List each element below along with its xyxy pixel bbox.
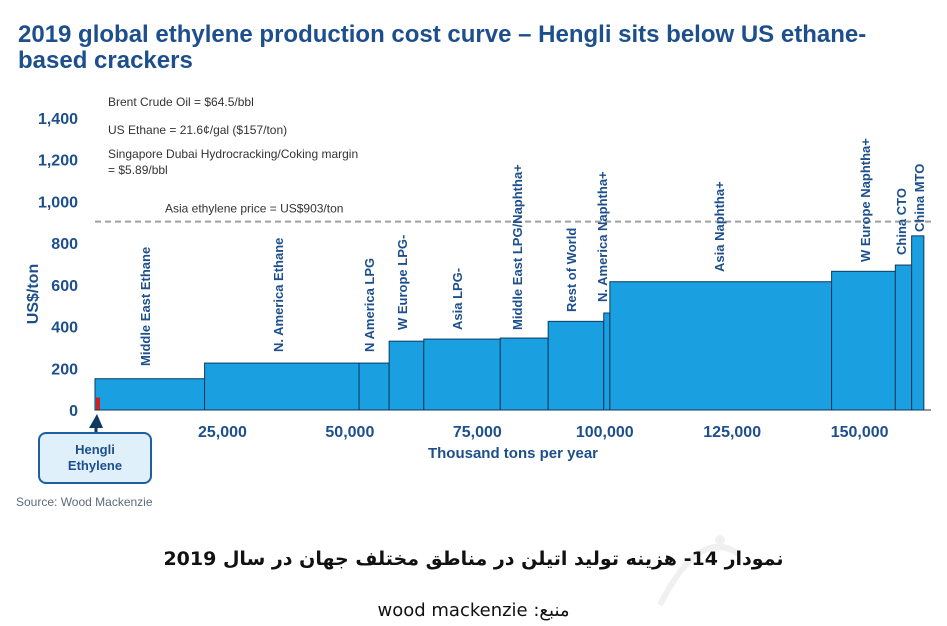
segment-label: China MTO: [912, 164, 927, 232]
x-tick-label: 25,000: [198, 424, 247, 441]
cost-bar: [499, 337, 549, 411]
x-tick-label: 150,000: [831, 424, 889, 441]
segment-label: Rest of World: [564, 228, 579, 312]
caption-number: 14-: [683, 548, 718, 570]
segment-label: N America LPG: [362, 258, 377, 352]
cost-bar: [911, 235, 925, 411]
source-note: Source: Wood Mackenzie: [16, 495, 153, 509]
x-tick-label: 125,000: [703, 424, 761, 441]
reference-line-label: Asia ethylene price = US$903/ton: [165, 202, 343, 216]
x-tick-label: 75,000: [453, 424, 502, 441]
cost-curve-chart: 0 200 400 600 800 1,000 1,200 1,400 US$/ton 25,00…: [25, 95, 931, 462]
x-axis-label: Thousand tons per year: [428, 445, 598, 462]
cost-bar: [204, 362, 360, 411]
cost-bar: [423, 338, 501, 411]
y-axis-label: US$/ton: [25, 264, 42, 324]
segment-label: Middle East LPG/Naphtha+: [510, 164, 525, 330]
segment-label: N. America Naphtha+: [595, 171, 610, 302]
figure-source: منبع: wood mackenzie: [0, 600, 947, 621]
y-tick-label: 1,200: [38, 153, 78, 170]
caption-prefix: نمودار: [724, 548, 784, 570]
cost-bar: [831, 270, 896, 411]
hengli-bar: [96, 397, 100, 410]
x-tick-label: 50,000: [325, 424, 374, 441]
cost-bar: [609, 281, 833, 411]
assumption-note: Singapore Dubai Hydrocracking/Coking mar…: [108, 147, 358, 161]
cost-bar: [388, 340, 425, 411]
segment-label: Middle East Ethane: [138, 247, 153, 366]
y-tick-label: 200: [51, 361, 78, 378]
cost-bar: [603, 312, 611, 411]
segment-label: Asia LPG-: [450, 268, 465, 330]
x-tick-label: 100,000: [576, 424, 634, 441]
source-label: منبع:: [527, 600, 570, 621]
chart-title: 2019 global ethylene production cost cur…: [18, 21, 867, 74]
segment-label: Asia Naphtha+: [712, 181, 727, 272]
cost-bar: [94, 378, 206, 411]
watermark-logo: [657, 535, 742, 607]
y-tick-label: 600: [51, 278, 78, 295]
assumption-note: Brent Crude Oil = $64.5/bbl: [108, 95, 254, 109]
y-tick-label: 1,400: [38, 111, 78, 128]
hengli-callout: Hengli Ethylene: [38, 432, 152, 484]
y-tick-label: 800: [51, 236, 78, 253]
segment-label: N. America Ethane: [271, 238, 286, 352]
segment-label: W Europe Naphtha+: [858, 138, 873, 262]
segment-label: China CTO: [894, 188, 909, 255]
figure-caption: نمودار 14- هزینه تولید اتیلن در مناطق مخ…: [0, 548, 947, 570]
assumption-note: = $5.89/bbl: [108, 163, 168, 177]
hengli-callout-line2: Ethylene: [67, 458, 123, 473]
y-tick-label: 0: [69, 403, 78, 420]
y-tick-label: 400: [51, 320, 78, 337]
callout-arrow: [89, 414, 103, 428]
assumption-note: US Ethane = 21.6¢/gal ($157/ton): [108, 123, 287, 137]
caption-text: هزینه تولید اتیلن در مناطق مختلف جهان در…: [216, 548, 684, 570]
hengli-callout-line1: Hengli: [75, 442, 115, 457]
cost-bar: [894, 264, 913, 411]
cost-bar: [547, 320, 605, 411]
segment-label: W Europe LPG-: [395, 235, 410, 330]
cost-bar: [358, 362, 390, 411]
y-tick-label: 1,000: [38, 194, 78, 211]
caption-year: 2019: [163, 548, 217, 570]
source-name: wood mackenzie: [377, 600, 528, 621]
